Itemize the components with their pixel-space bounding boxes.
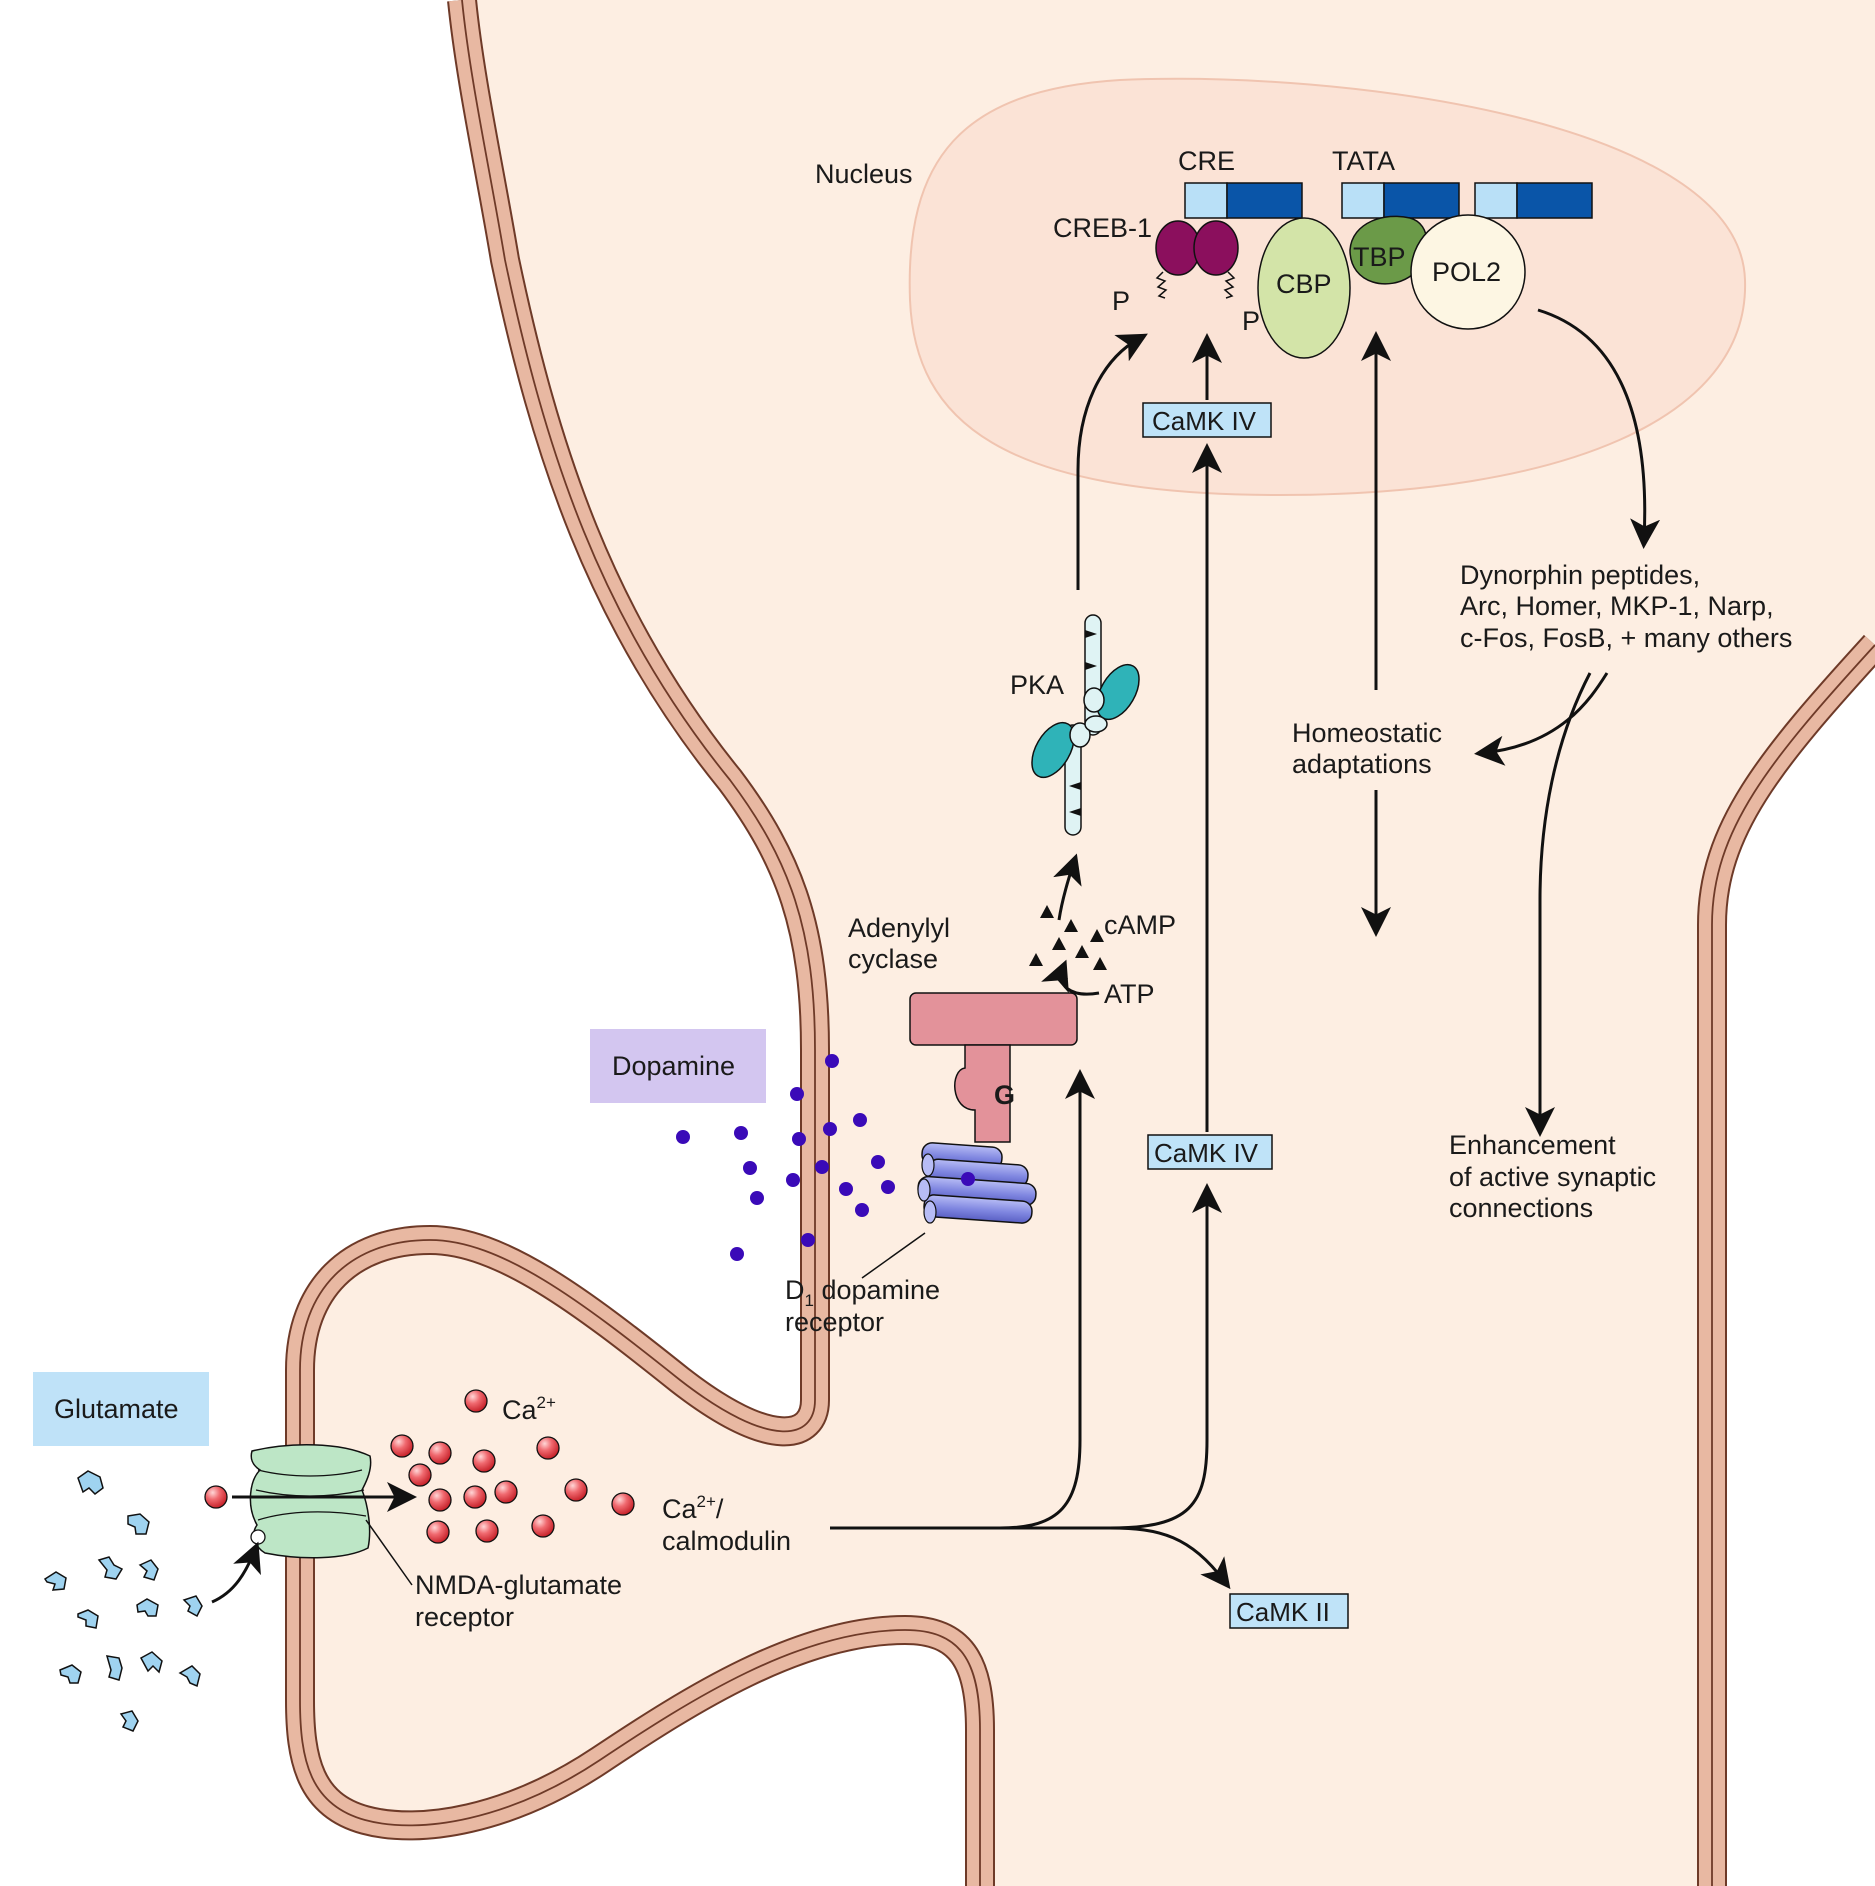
ca-calmodulin-label-2: calmodulin	[662, 1526, 791, 1556]
cbp-protein: CBP	[1257, 217, 1351, 359]
dopamine-label: Dopamine	[612, 1051, 735, 1081]
glutamate-molecules	[43, 1470, 203, 1732]
calcium-label: Ca2+	[502, 1393, 556, 1425]
target-genes-line-2: Arc, Homer, MKP-1, Narp,	[1460, 591, 1774, 621]
pol2-label: POL2	[1432, 257, 1501, 287]
pka-label: PKA	[1010, 670, 1064, 700]
target-genes-line-1: Dynorphin peptides,	[1460, 560, 1700, 590]
nmda-receptor-leader	[365, 1519, 413, 1586]
glutamate-label: Glutamate	[54, 1394, 179, 1424]
dopamine-molecules	[676, 1054, 895, 1261]
glutamate-label-box: Glutamate	[33, 1372, 209, 1446]
cbp-label: CBP	[1276, 269, 1332, 299]
tbp-label: TBP	[1353, 242, 1406, 272]
pol2-protein: POL2	[1410, 214, 1526, 330]
camp-label: cAMP	[1104, 910, 1176, 940]
arrow-calmodulin-to-camk2	[1109, 1526, 1231, 1590]
camk4-top-label: CaMK IV	[1152, 406, 1257, 436]
tbp-protein: TBP	[1349, 215, 1428, 285]
g-protein: G	[954, 1044, 1015, 1143]
arrow-genes-to-homeostatic	[1474, 672, 1609, 766]
arrow-camp-to-pka	[1053, 853, 1082, 921]
dna-strand	[1184, 182, 1593, 219]
d1-receptor-label-2: receptor	[785, 1307, 884, 1337]
adenylyl-cyclase	[909, 992, 1078, 1046]
camk4-box-bottom: CaMK IV	[1147, 1134, 1273, 1170]
creb1-label: CREB-1	[1053, 213, 1152, 243]
camk2-label: CaMK II	[1236, 1597, 1330, 1627]
g-protein-label: G	[994, 1080, 1015, 1110]
nmda-receptor-label-1: NMDA-glutamate	[415, 1570, 622, 1600]
dopamine-label-box: Dopamine	[590, 1029, 766, 1103]
homeostatic-label-2: adaptations	[1292, 749, 1432, 779]
homeostatic-label-1: Homeostatic	[1292, 718, 1442, 748]
arrow-pka-to-creb	[1076, 333, 1148, 590]
nmda-receptor-label-2: receptor	[415, 1602, 514, 1632]
tata-label: TATA	[1332, 146, 1395, 176]
camk4-bottom-label: CaMK IV	[1154, 1138, 1259, 1168]
cre-label: CRE	[1178, 146, 1235, 176]
enhancement-label-1: Enhancement	[1449, 1130, 1616, 1160]
arrow-atp-to-camp	[1041, 959, 1100, 996]
camk4-box-top: CaMK IV	[1142, 402, 1272, 438]
phospho-right-label: P	[1242, 306, 1260, 336]
d1-receptor-leader	[861, 1232, 926, 1279]
atp-label: ATP	[1104, 979, 1155, 1009]
ca-calmodulin-label-1: Ca2+/	[662, 1492, 724, 1524]
d1-dopamine-receptor	[917, 1142, 1037, 1224]
creb1-dimer	[1155, 220, 1239, 299]
arrow-pol2-to-genes	[1537, 308, 1661, 549]
adenylyl-cyclase-label-1: Adenylyl	[848, 913, 950, 943]
arrow-genes-to-enhancement	[1525, 672, 1592, 1137]
camk2-box: CaMK II	[1229, 1593, 1349, 1629]
adenylyl-cyclase-label-2: cyclase	[848, 944, 938, 974]
d1-receptor-label-1: D1 dopamine	[785, 1275, 940, 1310]
phospho-left-label: P	[1112, 286, 1130, 316]
enhancement-label-2: of active synaptic	[1449, 1162, 1656, 1192]
nmda-receptor	[249, 1444, 372, 1559]
arrow-glutamate-to-nmda	[211, 1541, 261, 1604]
pka-holoenzyme	[1031, 614, 1140, 836]
nucleus-label: Nucleus	[815, 159, 913, 189]
calcium-ions	[204, 1389, 635, 1544]
pathway-arrows	[211, 308, 1661, 1604]
enhancement-label-3: connections	[1449, 1193, 1593, 1223]
target-genes-line-3: c-Fos, FosB, + many others	[1460, 623, 1792, 653]
